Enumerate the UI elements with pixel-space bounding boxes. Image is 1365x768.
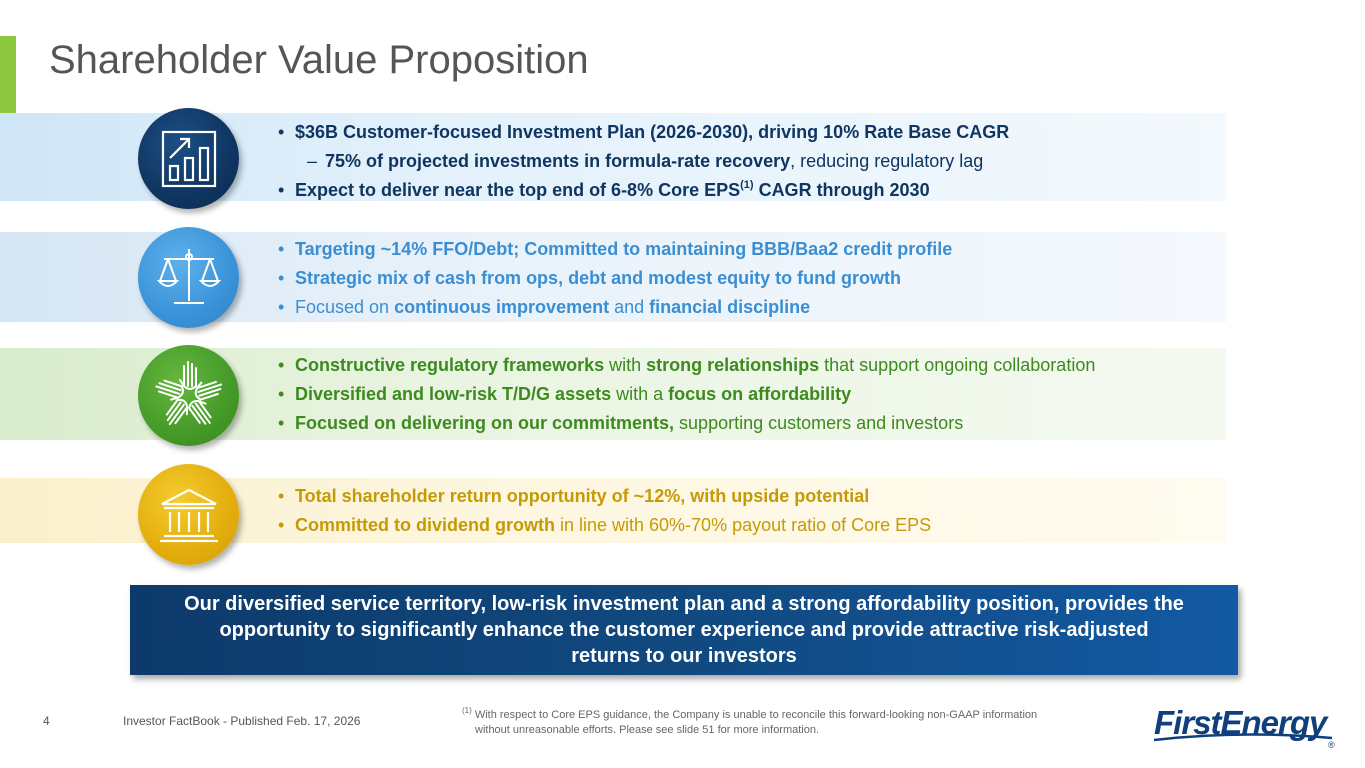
bullet-text: and — [609, 297, 650, 317]
footer-source: Investor FactBook - Published Feb. 17, 2… — [123, 714, 361, 728]
footnote-line-1: With respect to Core EPS guidance, the C… — [471, 709, 1038, 721]
key-message-callout: Our diversified service territory, low-r… — [130, 585, 1238, 675]
bullet-text: Targeting ~14% FFO/Debt; Committed to ma… — [295, 239, 953, 259]
bullet-item: Committed to dividend growth in line wit… — [278, 511, 931, 540]
bullet-item: Constructive regulatory frameworks with … — [278, 351, 1095, 380]
bullet-item: $36B Customer-focused Investment Plan (2… — [278, 118, 1009, 147]
footnote-marker: (1) — [462, 706, 472, 715]
bullet-text: Expect to deliver near the top end of 6-… — [295, 180, 741, 200]
regulatory-bullets: Constructive regulatory frameworks with … — [278, 351, 1095, 438]
joined-hands-icon — [138, 345, 239, 446]
bullet-text: CAGR through 2030 — [753, 180, 930, 200]
page-title: Shareholder Value Proposition — [49, 38, 589, 82]
bullet-text: Committed to dividend growth — [295, 515, 555, 535]
footnote-reference: (1) — [740, 179, 754, 191]
title-accent-bar — [0, 36, 16, 113]
bullet-item: Diversified and low-risk T/D/G assets wi… — [278, 380, 1095, 409]
investment-bullets: $36B Customer-focused Investment Plan (2… — [278, 118, 1009, 205]
firstenergy-logo: FirstEnergy ® — [1153, 704, 1335, 750]
footnote-line-2: without unreasonable efforts. Please see… — [475, 724, 820, 736]
bullet-text: financial discipline — [649, 297, 811, 317]
bullet-text: with — [604, 355, 647, 375]
bullet-text: strong relationships — [646, 355, 820, 375]
bullet-text: Diversified and low-risk T/D/G assets — [295, 384, 612, 404]
logo-registered-mark: ® — [1328, 740, 1335, 750]
page-number: 4 — [43, 714, 50, 728]
balance-sheet-bullets: Targeting ~14% FFO/Debt; Committed to ma… — [278, 235, 952, 322]
bullet-item: Total shareholder return opportunity of … — [278, 482, 931, 511]
callout-text: Our diversified service territory, low-r… — [184, 593, 1184, 667]
bullet-item: Expect to deliver near the top end of 6-… — [278, 176, 1009, 205]
bullet-text: $36B Customer-focused Investment Plan (2… — [295, 122, 1010, 142]
bullet-text: , reducing regulatory lag — [790, 151, 984, 171]
bullet-item: Focused on continuous improvement and fi… — [278, 293, 952, 322]
bullet-text: Focused on — [295, 297, 395, 317]
bar-chart-growth-icon — [138, 108, 239, 209]
bullet-text: supporting customers and investors — [674, 413, 964, 433]
bullet-item: Targeting ~14% FFO/Debt; Committed to ma… — [278, 235, 952, 264]
bullet-text: 75% of projected investments in formula-… — [325, 151, 791, 171]
bullet-text: continuous improvement — [394, 297, 610, 317]
bullet-text: Focused on delivering on our commitments… — [295, 413, 675, 433]
shareholder-return-bullets: Total shareholder return opportunity of … — [278, 482, 931, 540]
bullet-text: Total shareholder return opportunity of … — [295, 486, 870, 506]
balance-scale-icon — [138, 227, 239, 328]
bullet-item: Focused on delivering on our commitments… — [278, 409, 1095, 438]
bullet-text: focus on affordability — [668, 384, 852, 404]
bullet-text: Constructive regulatory frameworks — [295, 355, 605, 375]
bank-building-icon — [138, 464, 239, 565]
bullet-text: in line with 60%-70% payout ratio of Cor… — [554, 515, 932, 535]
bullet-item: Strategic mix of cash from ops, debt and… — [278, 264, 952, 293]
footnote: (1) With respect to Core EPS guidance, t… — [462, 706, 1038, 738]
bullet-text: Strategic mix of cash from ops, debt and… — [295, 268, 902, 288]
sub-bullet-item: 75% of projected investments in formula-… — [278, 147, 1009, 176]
bullet-text: that support ongoing collaboration — [819, 355, 1096, 375]
bullet-text: with a — [611, 384, 669, 404]
